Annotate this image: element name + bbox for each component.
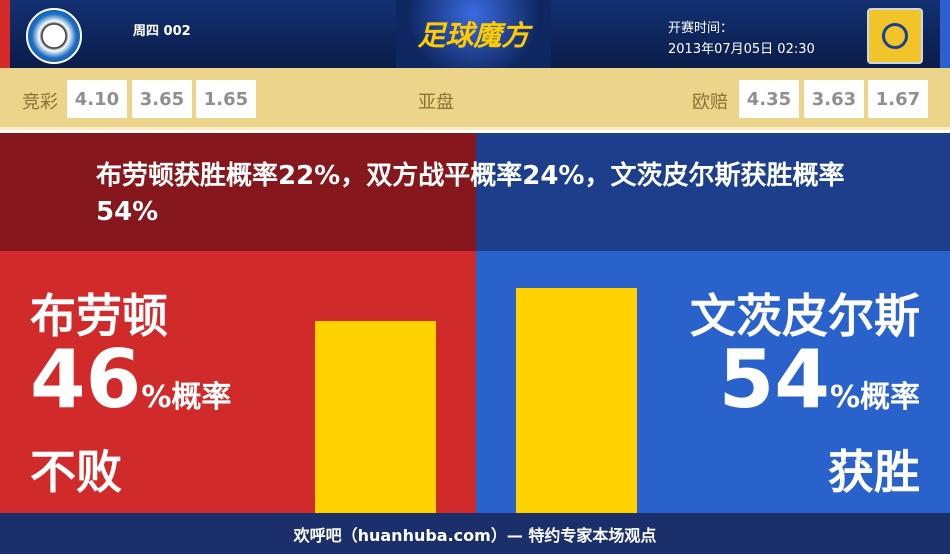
summary-bg-away — [476, 133, 950, 251]
probability-summary: 布劳顿获胜概率22%，双方战平概率24%，文茨皮尔斯获胜概率54% — [96, 161, 845, 227]
home-percent-suffix: %概率 — [141, 380, 232, 415]
away-percent: 54%概率 — [719, 335, 920, 443]
kickoff-label: 开赛时间： — [668, 21, 734, 36]
away-percent-value: 54 — [718, 333, 830, 426]
away-probability-bar — [516, 287, 637, 513]
header: 周四 002 足球魔方 开赛时间： 2013年07月05日 02:30 — [0, 0, 950, 68]
away-color-stripe — [940, 0, 950, 68]
home-percent-value: 46 — [30, 333, 142, 426]
euro-lose-odds: 1.67 — [868, 80, 928, 118]
home-outcome: 不败 — [30, 445, 122, 499]
odds-bar: 竞彩 4.10 3.65 1.65 亚盘 欧赔 4.35 3.63 1.67 — [0, 68, 950, 130]
euro-odds-label: 欧赔 — [692, 92, 728, 113]
home-percent: 46%概率 — [30, 335, 231, 443]
jingcai-win-odds: 4.10 — [67, 80, 127, 118]
away-team-logo — [867, 8, 923, 64]
away-percent-suffix: %概率 — [829, 380, 920, 415]
away-team-name: 文茨皮尔斯 — [690, 289, 920, 343]
summary-bg-home — [0, 133, 476, 251]
kickoff-time: 2013年07月05日 02:30 — [668, 42, 815, 57]
footer-credit: 欢呼吧（huanhuba.com）— 特约专家本场观点 — [0, 513, 950, 554]
away-outcome: 获胜 — [828, 445, 920, 499]
home-color-stripe — [0, 0, 10, 68]
home-probability-bar — [315, 321, 436, 513]
euro-win-odds: 4.35 — [739, 80, 799, 118]
euro-draw-odds: 3.63 — [804, 80, 864, 118]
jingcai-label: 竞彩 — [22, 92, 58, 113]
home-team-name: 布劳顿 — [30, 289, 168, 343]
home-team-logo — [26, 8, 82, 64]
asian-handicap-label: 亚盘 — [418, 92, 454, 113]
jingcai-draw-odds: 3.65 — [132, 80, 192, 118]
match-number: 周四 002 — [133, 24, 191, 39]
brand-logo: 足球魔方 — [396, 0, 551, 68]
jingcai-lose-odds: 1.65 — [196, 80, 256, 118]
